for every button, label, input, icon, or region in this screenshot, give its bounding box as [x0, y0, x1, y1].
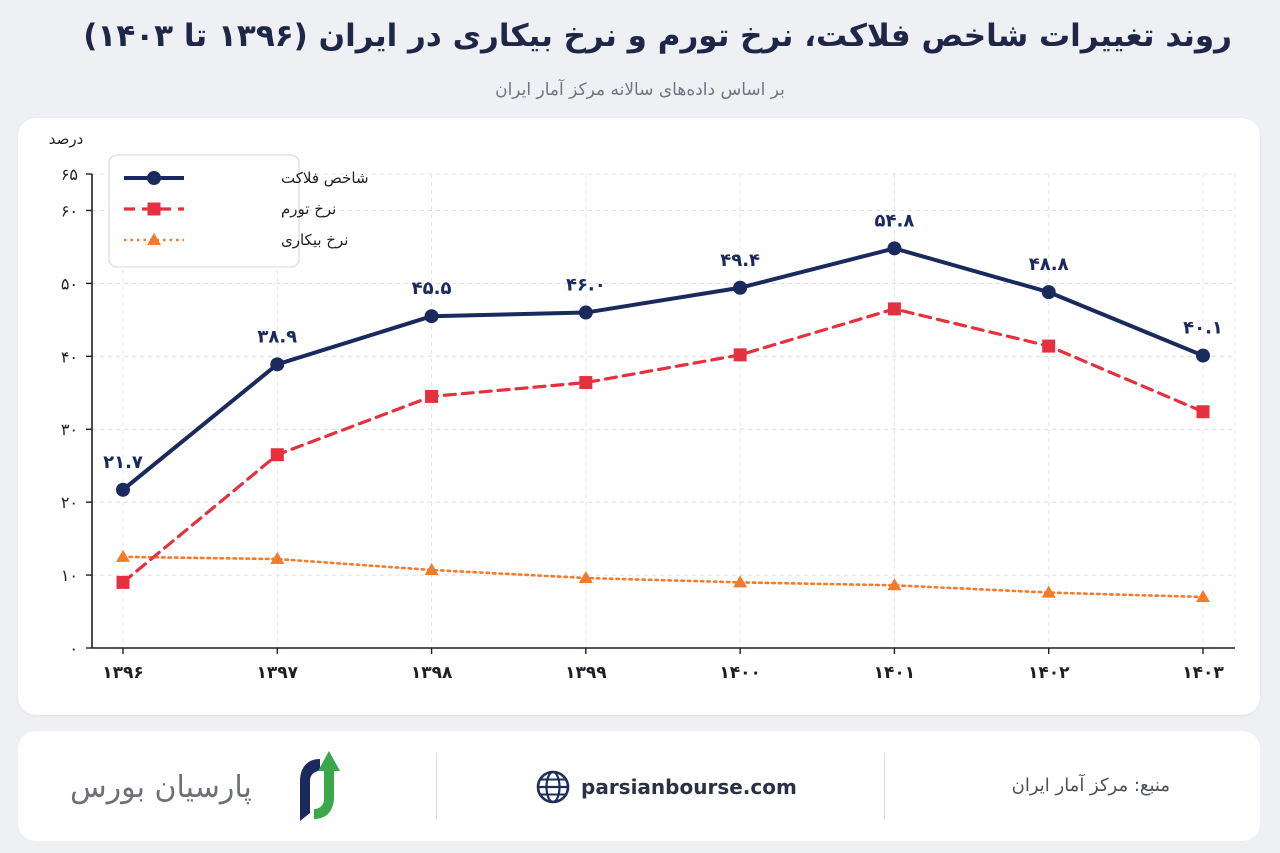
- footer-divider: [436, 753, 437, 819]
- data-point: [116, 482, 130, 497]
- legend-box: [108, 154, 300, 268]
- data-point: [733, 575, 748, 588]
- x-tick-label: ۱۳۹۶: [102, 663, 144, 683]
- legend-marker: [147, 171, 161, 185]
- data-point: [116, 575, 130, 589]
- website-url: parsianbourse.com: [581, 775, 797, 799]
- y-tick-label: ۶۵: [61, 165, 78, 184]
- data-point: [1042, 339, 1056, 353]
- y-tick-label: ۵۰: [61, 274, 78, 293]
- x-tick-label: ۱۴۰۲: [1028, 663, 1070, 683]
- y-tick-label: ۳۰: [61, 420, 78, 439]
- data-point: [1196, 589, 1210, 602]
- legend-label: نرخ بیکاری: [281, 231, 348, 249]
- data-point: [1041, 585, 1056, 598]
- legend-marker: [147, 202, 161, 216]
- brand-name: پارسیان بورس: [70, 769, 252, 805]
- data-point: [116, 549, 130, 562]
- legend-label: شاخص فلاکت: [281, 169, 369, 187]
- x-tick-label: ۱۴۰۳: [1182, 663, 1224, 683]
- data-label: ۴۸.۸: [1029, 254, 1069, 275]
- footer-bar: منبع: مرکز آمار ایران parsianbourse.com …: [18, 731, 1260, 841]
- data-point: [733, 280, 748, 295]
- brand: پارسیان بورس: [70, 747, 344, 827]
- legend-label: نرخ تورم: [281, 200, 336, 218]
- parsian-bourse-logo-icon: [299, 751, 340, 821]
- data-point: [579, 376, 593, 390]
- series-line: [121, 555, 1205, 599]
- data-label: ۴۵.۵: [412, 278, 452, 299]
- circle-series: ۲۱.۷ ۳۸.۹ ۴۵.۵ ۴۶.۰ ۴۹.۴ ۵۴.۸ ۴۸.۸ ۴۰.۱: [103, 210, 1223, 497]
- series-line: [121, 246, 1205, 492]
- data-label: ۴۶.۰: [566, 275, 606, 296]
- chart-title: روند تغییرات شاخص فلاکت، نرخ تورم و نرخ …: [83, 18, 1232, 54]
- data-point: [425, 389, 439, 403]
- data-point: [270, 448, 284, 462]
- series-line: [121, 307, 1205, 584]
- data-point: [887, 241, 902, 256]
- x-tick-label: ۱۳۹۸: [411, 663, 453, 683]
- y-axis-label: درصد: [49, 130, 84, 148]
- footer-divider: [884, 753, 885, 819]
- data-point: [424, 309, 439, 324]
- source-text: منبع: مرکز آمار ایران: [1011, 775, 1170, 796]
- triangle-series: [116, 549, 1210, 602]
- data-label: ۵۴.۸: [875, 210, 915, 231]
- square-series: [116, 302, 1210, 589]
- data-point: [424, 562, 439, 575]
- chart-card: ۰ ۱۰ ۲۰ ۳۰ ۴۰ ۵۰ ۶۰ ۶۵ درصد ۱۳۹۶ ۱۳۹۷ ۱۳۹۸ ۱۳۹۹ ۱۴۰۰ ۱…: [18, 118, 1260, 715]
- data-point: [887, 302, 901, 316]
- y-tick-label: ۶۰: [61, 201, 78, 220]
- x-tick-label: ۱۳۹۹: [565, 663, 607, 683]
- x-tick-label: ۱۳۹۷: [257, 663, 299, 683]
- data-point: [733, 348, 747, 362]
- legend: شاخص فلاکت نرخ تورم نرخ بیکاری: [108, 154, 369, 268]
- globe-icon: [536, 770, 570, 804]
- legend-marker: [147, 233, 161, 245]
- data-point: [887, 578, 902, 591]
- y-tick-label: ۱۰: [61, 566, 78, 585]
- y-tick-label: ۲۰: [61, 493, 78, 512]
- y-tick-label: ۰: [69, 639, 78, 658]
- data-point: [1196, 405, 1210, 419]
- data-label: ۴۹.۴: [720, 250, 760, 271]
- chart-subtitle: بر اساس داده‌های سالانه مرکز آمار ایران: [495, 80, 785, 100]
- website-link[interactable]: parsianbourse.com: [535, 769, 797, 805]
- x-tick-label: ۱۴۰۰: [719, 663, 761, 683]
- line-chart: ۰ ۱۰ ۲۰ ۳۰ ۴۰ ۵۰ ۶۰ ۶۵ درصد ۱۳۹۶ ۱۳۹۷ ۱۳۹۸ ۱۳۹۹ ۱۴۰۰ ۱…: [49, 130, 1236, 683]
- x-tick-label: ۱۴۰۱: [874, 663, 916, 683]
- data-label: ۲۱.۷: [103, 452, 143, 473]
- data-point: [1196, 348, 1210, 363]
- data-point: [1041, 285, 1056, 300]
- data-label: ۳۸.۹: [257, 326, 297, 347]
- data-point: [578, 305, 593, 320]
- data-label: ۴۰.۱: [1183, 318, 1223, 339]
- y-tick-label: ۴۰: [61, 347, 78, 366]
- data-point: [270, 552, 285, 565]
- data-point: [578, 570, 593, 583]
- data-point: [270, 357, 285, 372]
